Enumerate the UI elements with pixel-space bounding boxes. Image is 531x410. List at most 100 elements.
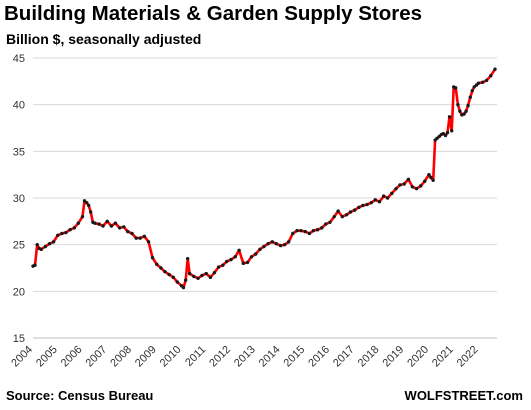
x-tick-label: 2013 — [232, 344, 258, 370]
data-point — [390, 191, 394, 196]
data-point — [493, 67, 497, 71]
data-point — [175, 280, 179, 284]
chart-subtitle: Billion $, seasonally adjusted — [6, 31, 202, 47]
brand-logo-text: WOLFSTREET.com — [404, 388, 523, 403]
data-point — [233, 255, 237, 259]
data-point — [167, 272, 171, 277]
data-point — [76, 221, 80, 225]
data-point — [262, 244, 266, 249]
data-point — [315, 228, 320, 232]
data-point — [445, 130, 450, 135]
y-tick-label: 40 — [13, 100, 25, 112]
data-point — [35, 242, 39, 247]
x-tick-label: 2016 — [306, 344, 332, 370]
data-point — [187, 271, 192, 276]
data-point — [332, 214, 336, 219]
data-point — [328, 220, 332, 224]
data-point — [130, 231, 134, 236]
data-point — [126, 229, 130, 234]
data-point — [344, 213, 349, 217]
data-point — [369, 200, 373, 205]
data-point — [97, 222, 101, 226]
data-point — [241, 261, 246, 266]
data-point — [476, 81, 481, 85]
x-tick-label: 2022 — [455, 344, 481, 370]
data-point — [307, 231, 312, 236]
y-tick-label: 35 — [13, 146, 25, 158]
data-point — [385, 196, 390, 200]
data-point — [134, 236, 138, 240]
data-point — [402, 182, 406, 186]
data-point — [86, 203, 91, 208]
data-point — [291, 231, 295, 236]
data-point — [480, 80, 485, 84]
data-point — [282, 242, 287, 247]
chart-title: Building Materials & Garden Supply Store… — [4, 2, 423, 25]
data-point — [295, 228, 299, 233]
data-point — [357, 205, 361, 210]
data-point — [51, 240, 56, 244]
data-point — [441, 131, 445, 136]
data-point — [348, 210, 353, 214]
data-point — [171, 275, 176, 280]
data-point — [361, 203, 365, 208]
data-point — [204, 271, 208, 276]
data-point — [429, 175, 433, 180]
data-point — [431, 178, 435, 182]
data-point — [155, 262, 159, 266]
data-point — [39, 247, 43, 252]
data-point — [221, 263, 225, 267]
data-point — [43, 244, 48, 249]
data-point — [225, 259, 229, 264]
x-tick-label: 2010 — [158, 344, 184, 370]
data-point — [159, 266, 163, 270]
data-point — [394, 186, 398, 191]
data-point — [60, 231, 64, 236]
data-point — [377, 200, 382, 204]
data-point — [192, 274, 196, 279]
data-point — [229, 257, 233, 262]
series-line — [31, 67, 497, 289]
data-point — [468, 95, 472, 99]
data-point — [113, 221, 118, 225]
y-tick-label: 30 — [13, 193, 25, 205]
data-point — [470, 88, 474, 93]
data-point — [303, 229, 307, 234]
data-point — [212, 270, 217, 275]
data-point — [278, 243, 283, 248]
data-point — [181, 285, 186, 290]
data-point — [320, 226, 324, 230]
data-point — [456, 102, 460, 107]
source-note: Source: Census Bureau — [6, 388, 154, 403]
x-tick-label: 2011 — [183, 344, 208, 369]
data-point — [414, 186, 419, 191]
y-tick-label: 25 — [13, 240, 25, 252]
y-tick-label: 45 — [13, 53, 25, 65]
data-point — [311, 228, 316, 233]
data-point — [93, 221, 97, 225]
data-point — [85, 200, 89, 205]
x-tick-label: 2005 — [34, 344, 60, 370]
x-tick-label: 2014 — [257, 344, 283, 370]
data-point — [286, 240, 291, 244]
data-point — [423, 179, 427, 183]
data-point — [398, 183, 402, 187]
x-tick-label: 2018 — [356, 344, 382, 370]
x-tick-label: 2015 — [282, 344, 308, 370]
data-point — [68, 228, 72, 232]
data-point — [419, 184, 423, 188]
data-point — [274, 242, 278, 246]
data-point — [270, 240, 275, 244]
data-point — [324, 222, 328, 226]
data-point — [373, 198, 377, 202]
data-point — [245, 260, 250, 265]
data-point — [249, 255, 254, 259]
data-point — [406, 177, 411, 182]
data-point — [200, 273, 204, 278]
data-point — [88, 210, 93, 214]
data-point — [450, 129, 454, 133]
y-tick-label: 15 — [13, 333, 25, 345]
data-point — [462, 112, 466, 116]
data-point — [453, 86, 458, 90]
